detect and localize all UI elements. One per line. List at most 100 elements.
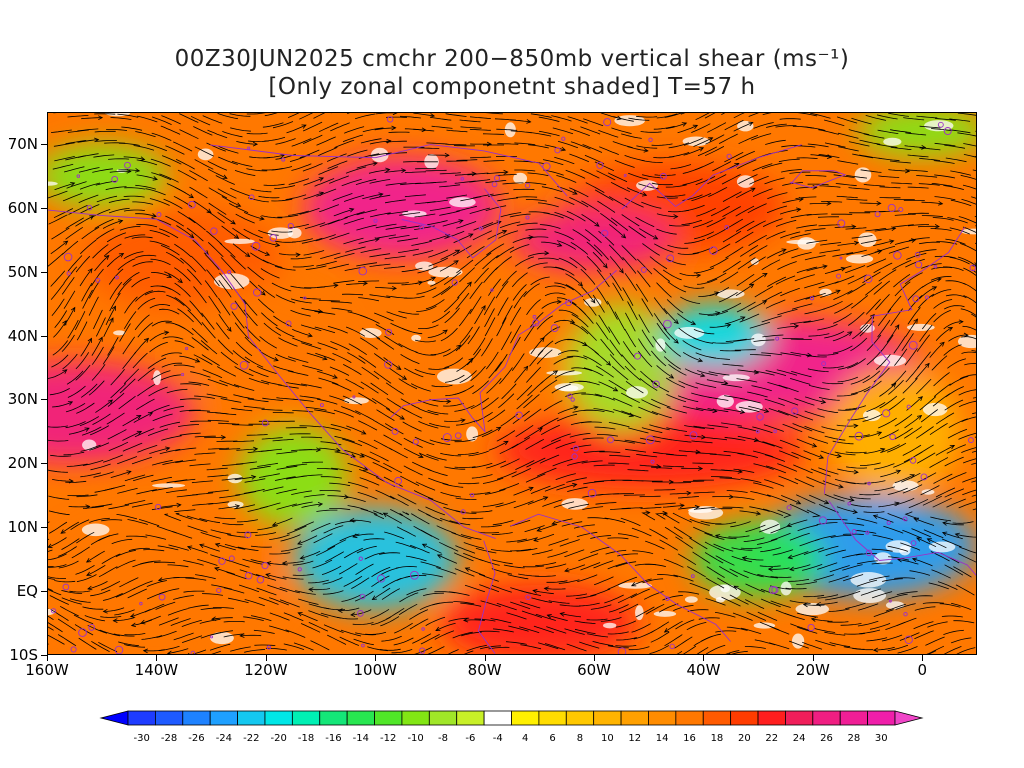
colorbar-swatch	[428, 710, 458, 726]
shear-map[interactable]	[47, 112, 977, 655]
colorbar-swatch	[374, 710, 403, 726]
lat-tick-label: 10N	[7, 518, 38, 537]
colorbar-swatch	[209, 710, 238, 726]
lon-tick	[47, 655, 48, 661]
colorbar-tick-label: -14	[352, 733, 369, 744]
colorbar-swatch	[648, 710, 677, 726]
shear-region	[659, 303, 770, 368]
lon-tick-label: 40W	[686, 661, 721, 679]
shear-region	[183, 284, 348, 413]
lon-tick-label: 80W	[467, 661, 502, 679]
lat-tick-label: 10S	[9, 646, 38, 664]
colorbar-tick-label: -6	[465, 733, 476, 744]
lon-tick	[484, 655, 486, 661]
lon-tick-label: 160W	[25, 661, 69, 679]
colorbar-swatch	[839, 710, 869, 726]
lon-tick	[265, 655, 267, 661]
lon-tick-label: 20W	[795, 661, 830, 679]
lon-tick-label: 0	[917, 661, 928, 679]
lat-tick	[41, 591, 47, 593]
lat-tick	[41, 527, 47, 529]
lat-tick-label: 20N	[7, 454, 38, 473]
lon-tick	[703, 655, 705, 661]
colorbar-swatch	[757, 710, 786, 726]
lat-tick	[41, 655, 47, 656]
colorbar-tick-label: -10	[407, 733, 424, 744]
lat-tick-label: EQ	[16, 582, 38, 601]
lon-tick	[812, 655, 814, 661]
colorbar-tick-label: 22	[765, 733, 779, 744]
colorbar-tick-label: 24	[792, 733, 806, 744]
colorbar-tick-label: -18	[297, 733, 315, 744]
colorbar-swatch	[730, 710, 759, 726]
colorbar-swatch	[812, 710, 841, 726]
colorbar-tick-label: 20	[737, 733, 751, 744]
colorbar-tick-label: -26	[188, 733, 205, 744]
colorbar-swatch	[867, 710, 896, 726]
colorbar-tick-label: 16	[683, 733, 696, 744]
lon-tick-label: 100W	[353, 661, 397, 679]
colorbar-swatch	[182, 710, 211, 726]
lon-tick	[375, 655, 377, 661]
lat-tick	[41, 463, 47, 465]
shear-region	[829, 367, 961, 496]
shear-region	[304, 156, 502, 259]
lon-tick-label: 120W	[244, 661, 288, 679]
shear-region	[566, 303, 677, 432]
lon-tick	[922, 655, 924, 661]
shear-region	[495, 412, 802, 489]
colorbar-swatch	[127, 710, 156, 726]
lat-tick-label: 60N	[7, 198, 38, 217]
colorbar-tick-label: -12	[380, 733, 397, 744]
colorbar-tick-label: 4	[522, 733, 529, 744]
lat-tick	[41, 335, 47, 337]
colorbar-tick-label: -8	[438, 733, 448, 744]
colorbar-swatch	[593, 710, 622, 726]
colorbar-tick-label: -24	[215, 733, 233, 744]
colorbar-tick-label: -20	[270, 733, 287, 744]
chart-title: 00Z30JUN2025 cmchr 200−850mb vertical sh…	[174, 46, 850, 72]
colorbar-tick-label: -4	[492, 733, 503, 744]
colorbar-swatch	[620, 710, 649, 726]
coastlines	[47, 116, 977, 655]
colorbar-tick-label: 18	[710, 733, 724, 744]
lon-tick	[594, 655, 596, 661]
colorbar-tick-label: 30	[874, 733, 888, 744]
colorbar-tick-label: 8	[576, 733, 584, 744]
colorbar-tick-label: -22	[243, 733, 260, 744]
lat-tick-label: 30N	[7, 390, 38, 409]
lon-tick	[156, 655, 158, 661]
colorbar-low-arrow	[99, 710, 129, 726]
colorbar-tick-label: 28	[847, 733, 861, 744]
lon-tick-label: 140W	[134, 661, 179, 679]
colorbar-tick-label: 14	[655, 733, 669, 744]
colorbar-swatch	[538, 710, 567, 726]
colorbar-swatch	[785, 710, 814, 726]
shear-region	[512, 207, 677, 272]
shear-region	[293, 508, 458, 611]
lat-tick	[41, 271, 47, 273]
lat-tick	[41, 207, 47, 209]
colorbar-swatch	[483, 710, 512, 726]
colorbar-swatch	[319, 710, 348, 726]
shear-region	[440, 584, 638, 655]
colorbar-tick-label: -28	[160, 733, 178, 744]
colorbar-swatch	[264, 710, 293, 726]
colorbar-swatch	[702, 710, 732, 726]
colorbar-tick-label: 6	[549, 733, 556, 744]
lat-tick-label: 40N	[7, 326, 38, 345]
colorbar-swatch	[154, 710, 184, 726]
colorbar-swatch	[456, 710, 485, 726]
colorbar-swatch	[237, 710, 266, 726]
shear-map-canvas	[47, 112, 977, 655]
lat-tick	[41, 143, 47, 145]
lat-tick-label: 50N	[7, 262, 38, 281]
colorbar-high-arrow	[894, 710, 924, 726]
shear-region	[47, 361, 195, 464]
colorbar-swatch	[511, 710, 540, 726]
colorbar-swatch	[401, 710, 430, 726]
chart-subtitle: [Only zonal componetnt shaded] T=57 h	[268, 74, 756, 100]
shear-region	[692, 520, 824, 598]
colorbar-swatch	[675, 710, 704, 726]
near-zero-patches	[47, 112, 977, 649]
